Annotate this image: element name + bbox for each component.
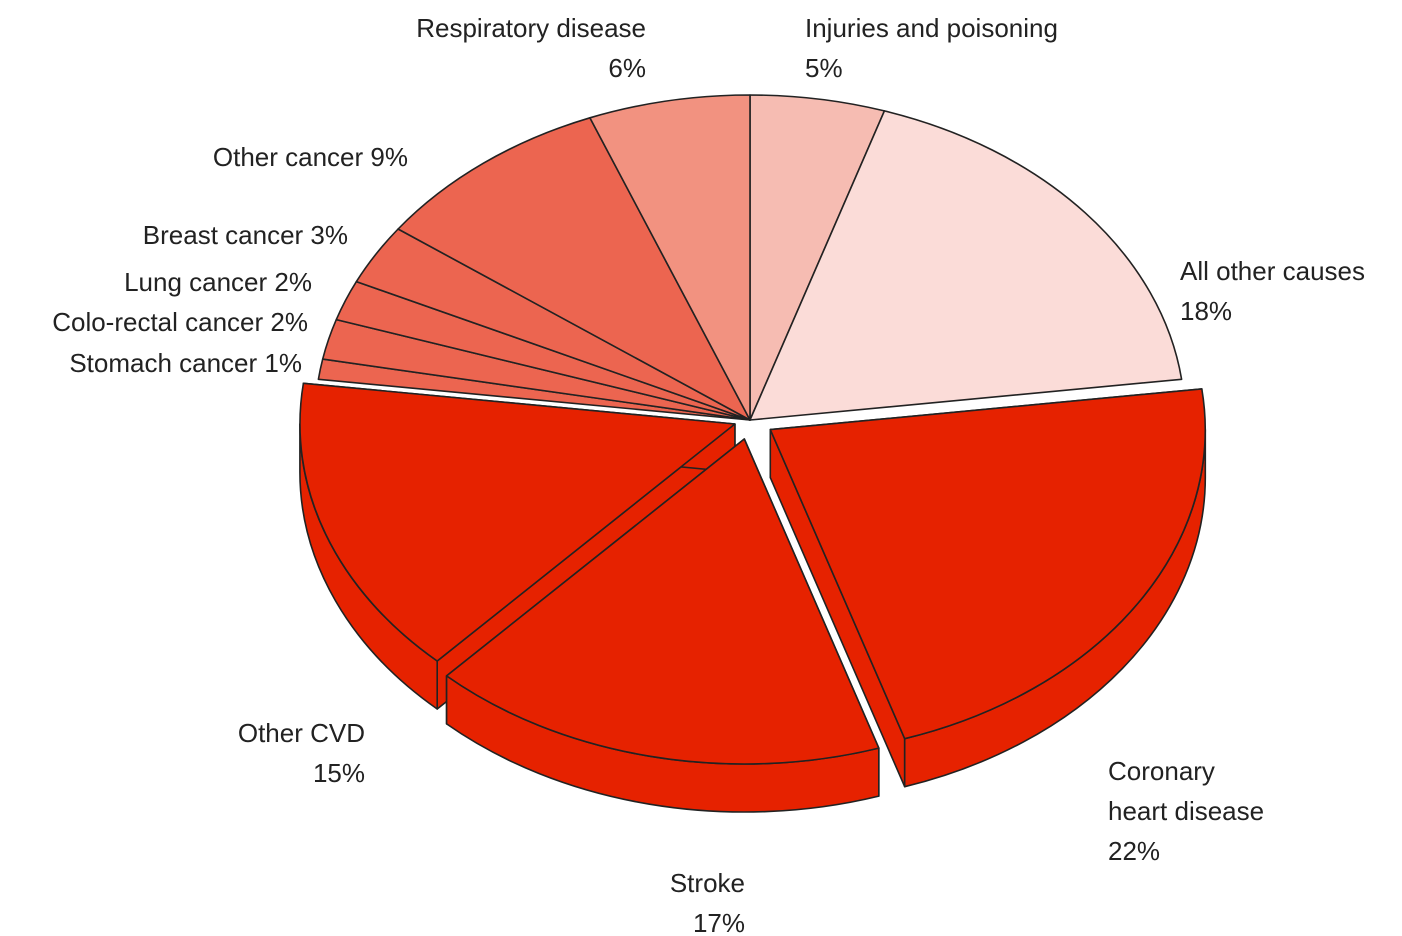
- slice: [589, 94, 751, 421]
- category-name: Injuries and poisoning: [805, 13, 1058, 43]
- value-label: 17%: [692, 908, 745, 936]
- value-label: 2%: [270, 307, 308, 337]
- slice-label: Other cancer 9%: [213, 137, 408, 177]
- slice-label: Stomach cancer 1%: [69, 343, 302, 383]
- category-name: Stomach cancer: [69, 348, 258, 378]
- category-name: Colo-rectal cancer: [52, 307, 264, 337]
- slice: [749, 110, 1183, 421]
- value-label: 2%: [274, 267, 312, 297]
- category-name: Respiratory disease: [416, 13, 646, 43]
- slice: [397, 117, 751, 421]
- value-label: 9%: [370, 142, 408, 172]
- category-name: Other cancer: [212, 142, 364, 172]
- value-label: 22%: [1108, 836, 1161, 866]
- slice-label: Stroke 17%: [670, 863, 745, 936]
- slice-label: Injuries and poisoning 5%: [805, 8, 1058, 88]
- value-label: 15%: [312, 758, 365, 788]
- category-name: All other causes: [1180, 256, 1365, 286]
- slice: [299, 382, 736, 662]
- category-name: Breast cancer: [142, 220, 304, 250]
- value-label: 1%: [264, 348, 302, 378]
- value-label: 5%: [805, 53, 843, 83]
- category-name: Other CVD: [237, 718, 365, 748]
- value-label: 3%: [310, 220, 348, 250]
- slice-label: Respiratory disease 6%: [416, 8, 646, 88]
- slice-label: Coronary heart disease 22%: [1108, 751, 1273, 871]
- slice-label: Lung cancer 2%: [124, 262, 312, 302]
- slice-label: All other causes 18%: [1180, 251, 1365, 331]
- slice-label: Breast cancer 3%: [143, 215, 348, 255]
- category-name: Coronary heart disease: [1108, 756, 1265, 826]
- category-name: Lung cancer: [124, 267, 268, 297]
- slice: [769, 388, 1207, 740]
- value-label: 18%: [1180, 296, 1233, 326]
- value-label: 6%: [608, 53, 646, 83]
- slice-label: Other CVD 15%: [238, 713, 365, 793]
- category-name: Stroke: [669, 868, 745, 898]
- slice-label: Colo-rectal cancer 2%: [52, 302, 308, 342]
- slice: [445, 438, 880, 765]
